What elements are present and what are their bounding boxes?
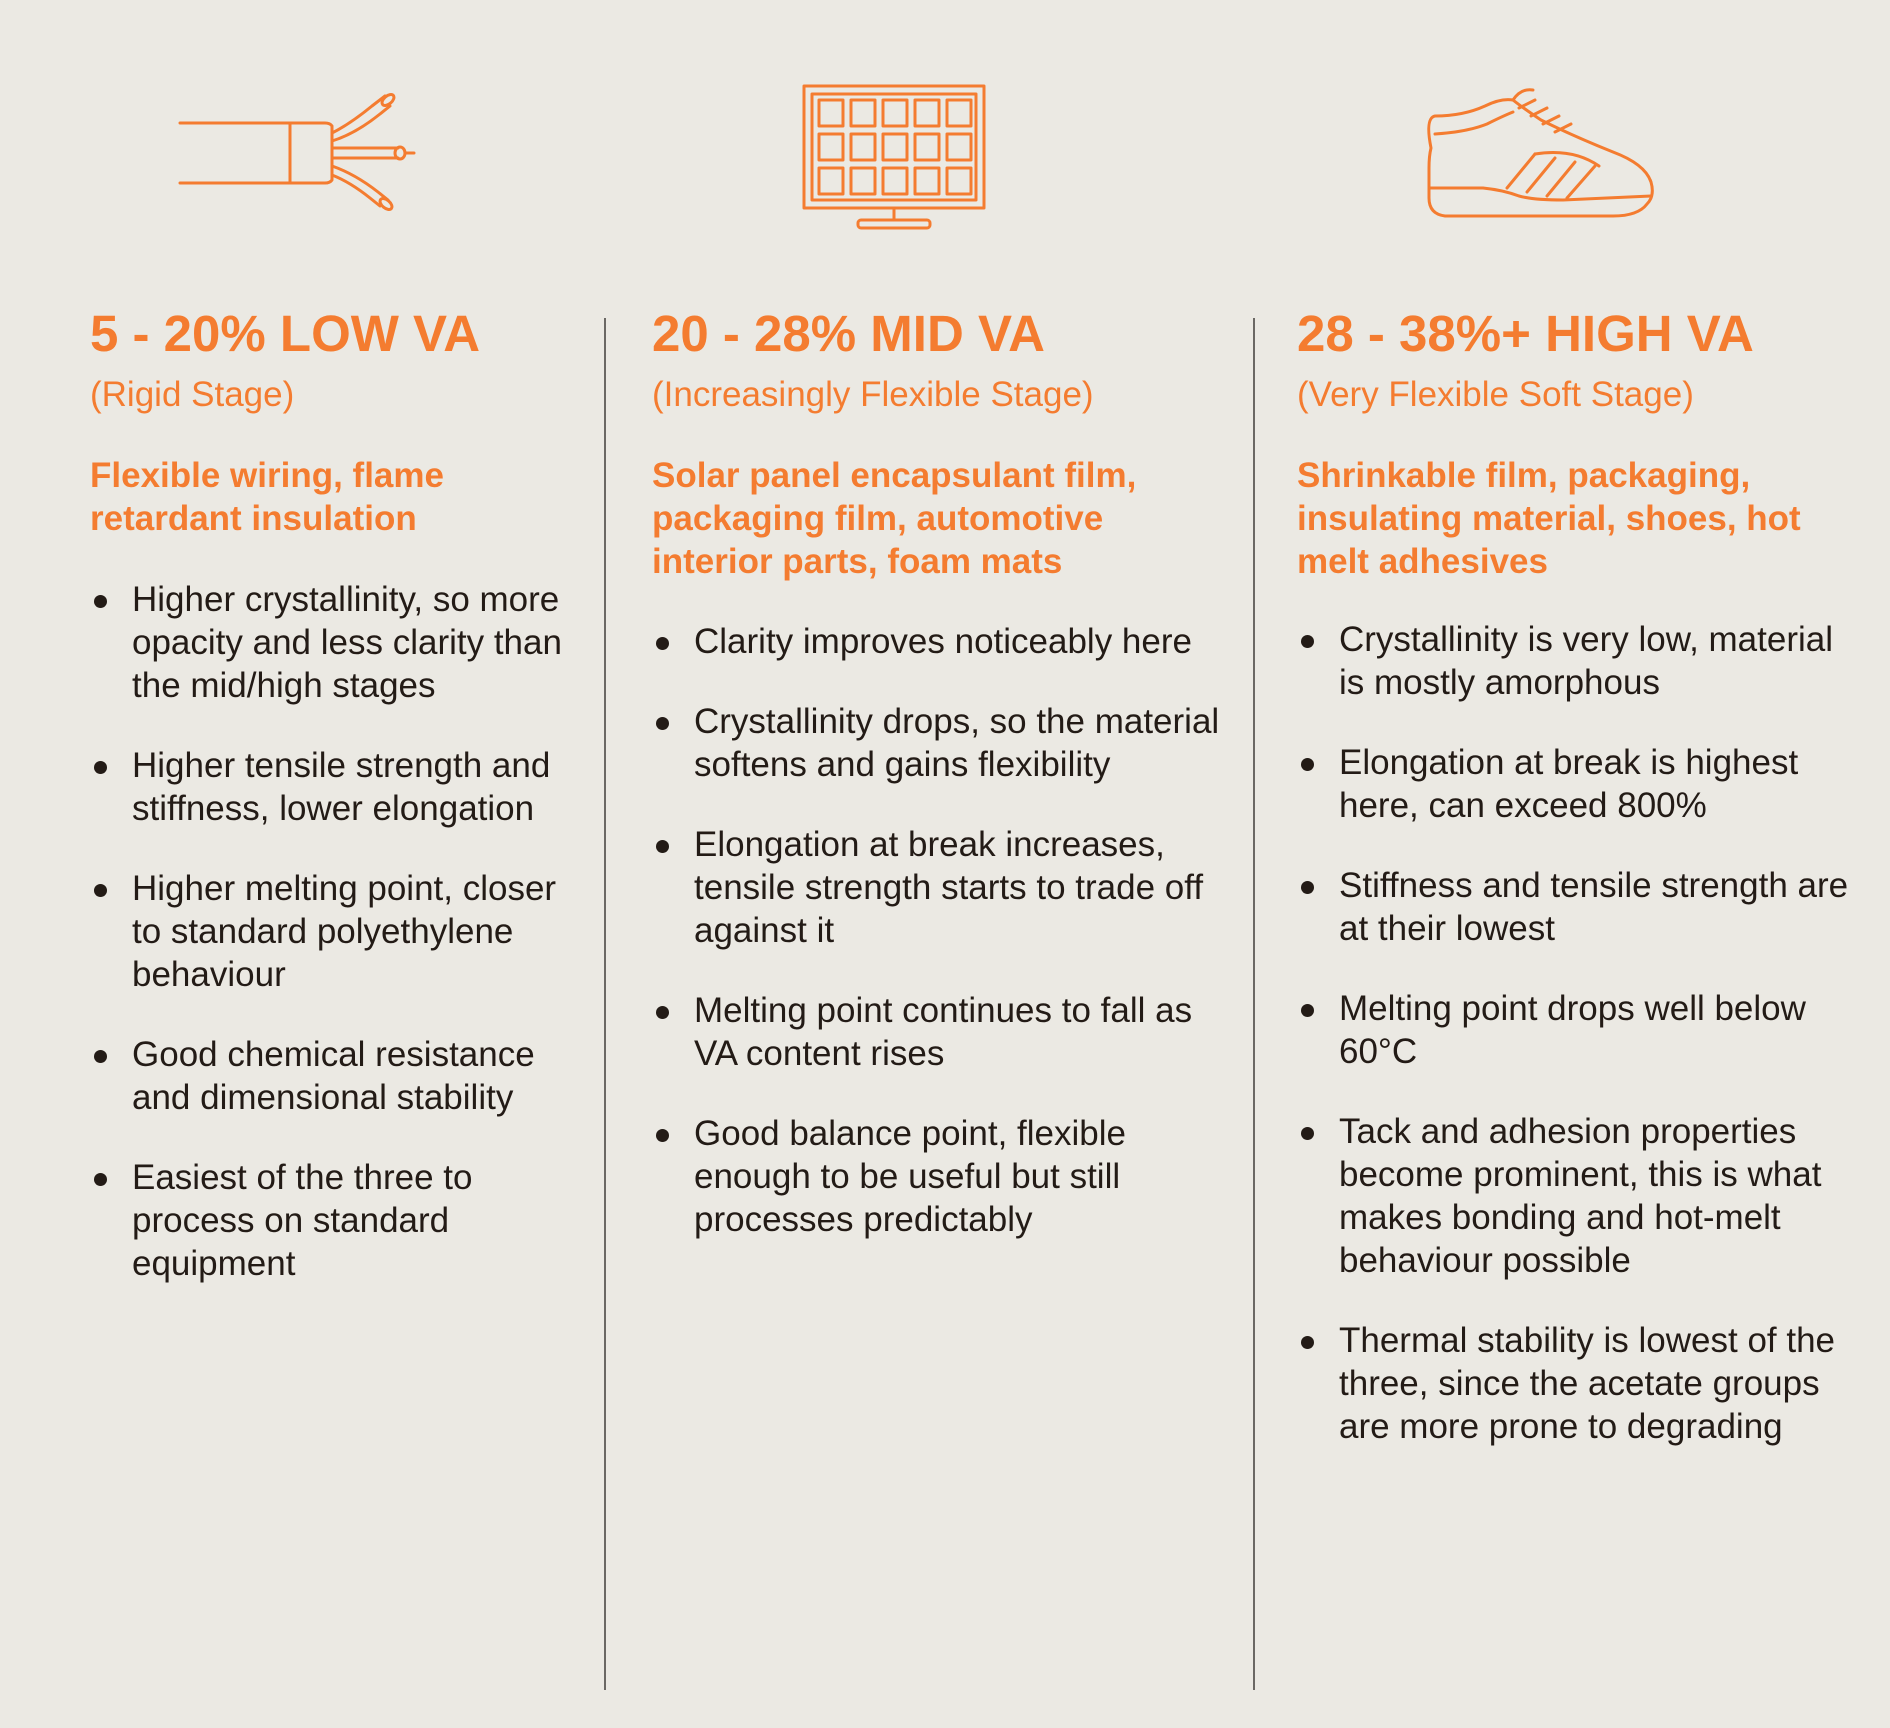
column-subheading: (Rigid Stage) [90, 375, 295, 414]
applications-text: Flexible wiring, flame retardant insulat… [90, 456, 444, 538]
list-item-text: Thermal stability is lowest of the three… [1339, 1321, 1836, 1446]
list-item: Higher tensile strength and stiffness, l… [90, 744, 590, 830]
list-item-text: Crystallinity is very low, material is m… [1339, 620, 1833, 702]
list-item: Good chemical resistance and dimensional… [90, 1033, 590, 1119]
applications-text: Shrinkable film, packaging, insulating m… [1297, 456, 1801, 581]
list-item-text: Higher melting point, closer to standard… [132, 869, 557, 994]
list-item-text: Good chemical resistance and dimensional… [132, 1035, 535, 1117]
bullet-icon [94, 595, 107, 608]
list-item-text: Higher crystallinity, so more opacity an… [132, 580, 562, 705]
list-item: Elongation at break is highest here, can… [1297, 741, 1867, 827]
bullet-icon [1301, 1004, 1314, 1017]
list-item-text: Crystallinity drops, so the material sof… [694, 702, 1220, 784]
property-list: Clarity improves noticeably here Crystal… [652, 620, 1222, 1278]
list-item-text: Elongation at break increases, tensile s… [694, 825, 1204, 950]
list-item-text: Melting point drops well below 60°C [1339, 989, 1806, 1071]
property-list: Crystallinity is very low, material is m… [1297, 618, 1867, 1485]
list-item: Crystallinity drops, so the material sof… [652, 700, 1222, 786]
list-item: Higher crystallinity, so more opacity an… [90, 578, 590, 707]
list-item-text: Good balance point, flexible enough to b… [694, 1114, 1126, 1239]
column-heading: 20 - 28% MID VA [652, 305, 1046, 362]
bullet-icon [1301, 758, 1314, 771]
list-item: Crystallinity is very low, material is m… [1297, 618, 1867, 704]
bullet-icon [656, 840, 669, 853]
bullet-icon [1301, 1336, 1314, 1349]
cable-wire-icon [178, 78, 440, 238]
list-item-text: Clarity improves noticeably here [694, 622, 1192, 661]
list-item: Melting point continues to fall as VA co… [652, 989, 1222, 1075]
column-divider [604, 318, 606, 1690]
bullet-icon [94, 1173, 107, 1186]
applications-text: Solar panel encapsulant film, packaging … [652, 456, 1137, 581]
bullet-icon [94, 761, 107, 774]
list-item: Clarity improves noticeably here [652, 620, 1222, 663]
list-item-text: Higher tensile strength and stiffness, l… [132, 746, 551, 828]
sneaker-shoe-icon [1423, 78, 1661, 238]
bullet-icon [1301, 635, 1314, 648]
column-heading: 28 - 38%+ HIGH VA [1297, 305, 1754, 362]
list-item-text: Tack and adhesion properties become prom… [1339, 1112, 1822, 1280]
column-heading: 5 - 20% LOW VA [90, 305, 481, 362]
bullet-icon [656, 1129, 669, 1142]
column-subheading: (Increasingly Flexible Stage) [652, 375, 1094, 414]
solar-panel-icon [802, 78, 986, 238]
bullet-icon [656, 717, 669, 730]
list-item: Elongation at break increases, tensile s… [652, 823, 1222, 952]
list-item-text: Elongation at break is highest here, can… [1339, 743, 1799, 825]
list-item: Stiffness and tensile strength are at th… [1297, 864, 1867, 950]
bullet-icon [1301, 1127, 1314, 1140]
column-divider [1253, 318, 1255, 1690]
bullet-icon [656, 637, 669, 650]
property-list: Higher crystallinity, so more opacity an… [90, 578, 590, 1322]
list-item: Thermal stability is lowest of the three… [1297, 1319, 1867, 1448]
bullet-icon [94, 1050, 107, 1063]
list-item: Good balance point, flexible enough to b… [652, 1112, 1222, 1241]
list-item-text: Easiest of the three to process on stand… [132, 1158, 473, 1283]
list-item: Easiest of the three to process on stand… [90, 1156, 590, 1285]
bullet-icon [656, 1006, 669, 1019]
list-item: Higher melting point, closer to standard… [90, 867, 590, 996]
list-item: Tack and adhesion properties become prom… [1297, 1110, 1867, 1282]
list-item: Melting point drops well below 60°C [1297, 987, 1867, 1073]
list-item-text: Melting point continues to fall as VA co… [694, 991, 1193, 1073]
bullet-icon [94, 884, 107, 897]
list-item-text: Stiffness and tensile strength are at th… [1339, 866, 1849, 948]
bullet-icon [1301, 881, 1314, 894]
column-subheading: (Very Flexible Soft Stage) [1297, 375, 1694, 414]
